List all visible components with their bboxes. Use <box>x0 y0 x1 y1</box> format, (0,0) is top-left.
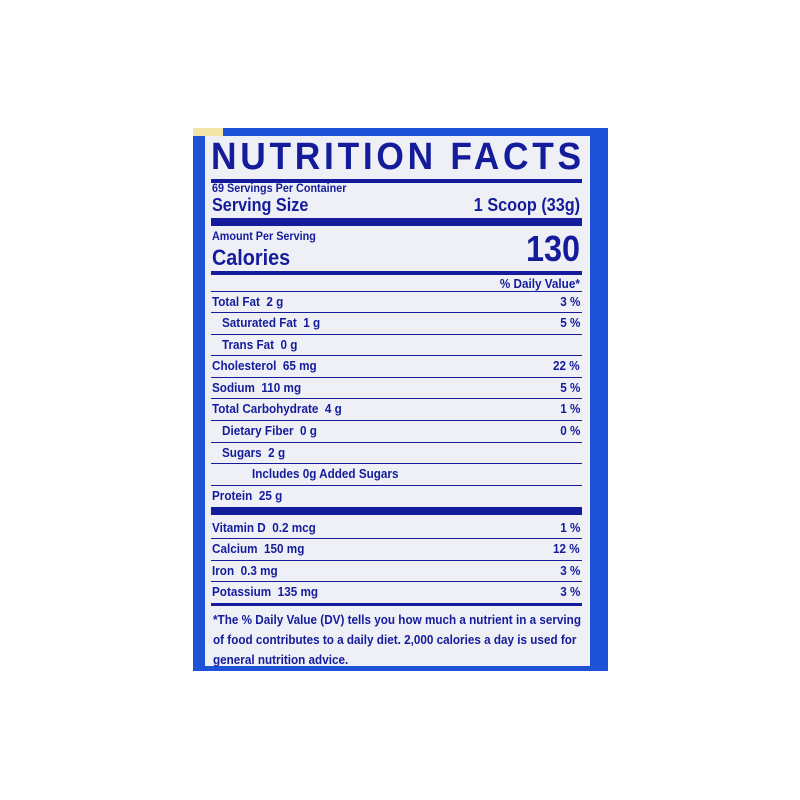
nutrient-daily-value: 1 % <box>559 401 580 416</box>
row-divider <box>211 560 582 561</box>
vitamin-daily-value: 12 % <box>553 541 580 556</box>
package-edge <box>193 128 223 136</box>
nutrient-daily-value: 3 % <box>559 294 580 309</box>
divider <box>211 179 582 183</box>
row-divider <box>211 398 582 399</box>
nutrition-facts-panel: NUTRITION FACTS 69 Servings Per Containe… <box>205 136 590 667</box>
nutrient-daily-value: 5 % <box>559 380 580 395</box>
vitamin-daily-value: 1 % <box>559 520 580 535</box>
vitamin-daily-value: 3 % <box>559 563 580 578</box>
nutrient-amount: 65 mg <box>282 358 317 373</box>
nutrient-name: Dietary Fiber <box>222 423 294 438</box>
nutrient-daily-value: 22 % <box>553 358 580 373</box>
vitamin-name: Iron <box>212 563 235 578</box>
divider <box>211 603 582 606</box>
nutrient-row: Dietary Fiber 0 g <box>222 423 317 438</box>
calories-value: 130 <box>525 228 580 269</box>
divider <box>211 271 582 275</box>
vitamin-daily-value: 3 % <box>559 584 580 599</box>
nutrient-daily-value: 5 % <box>559 315 580 330</box>
calories-label: Calories <box>212 245 291 270</box>
vitamin-row: Vitamin D 0.2 mcg <box>212 520 316 535</box>
nutrient-amount: 110 mg <box>261 380 302 395</box>
vitamin-amount: 0.2 mcg <box>272 520 316 535</box>
nutrient-name: Protein <box>212 488 253 503</box>
nutrient-amount: 25 g <box>258 488 283 503</box>
nutrient-amount: 4 g <box>324 401 342 416</box>
nutrient-row: Total Fat 2 g <box>212 294 283 309</box>
serving-size-label: Serving Size <box>212 195 309 215</box>
servings-per-container: 69 Servings Per Container <box>212 181 347 195</box>
vitamin-amount: 135 mg <box>277 584 319 599</box>
daily-value-header: % Daily Value* <box>499 276 580 291</box>
nutrient-name: Total Fat <box>212 294 260 309</box>
nutrient-amount: 2 g <box>266 294 284 309</box>
vitamin-name: Potassium <box>212 584 272 599</box>
nutrient-name: Sodium <box>212 380 255 395</box>
nutrient-row: Saturated Fat 1 g <box>222 315 320 330</box>
row-divider <box>211 581 582 582</box>
row-divider <box>211 442 582 443</box>
nutrient-row: Cholesterol 65 mg <box>212 358 317 373</box>
nutrient-amount: 0 g <box>300 423 317 438</box>
nutrient-row: Includes 0g Added Sugars <box>252 466 405 481</box>
row-divider <box>211 420 582 421</box>
nutrient-name: Total Carbohydrate <box>212 401 319 416</box>
vitamin-name: Calcium <box>212 541 258 556</box>
vitamin-row: Iron 0.3 mg <box>212 563 278 578</box>
nutrient-name: Sugars <box>222 445 262 460</box>
nutrient-name: Saturated Fat <box>222 315 297 330</box>
vitamin-row: Potassium 135 mg <box>212 584 318 599</box>
vitamin-name: Vitamin D <box>212 520 266 535</box>
footnote: *The % Daily Value (DV) tells you how mu… <box>213 612 581 667</box>
nutrient-row: Protein 25 g <box>212 488 282 503</box>
nutrient-name: Cholesterol <box>212 358 277 373</box>
serving-size-value: 1 Scoop (33g) <box>473 195 580 215</box>
vitamin-row: Calcium 150 mg <box>212 541 304 556</box>
row-divider <box>211 312 582 313</box>
nutrient-row: Sugars 2 g <box>222 445 285 460</box>
vitamin-amount: 0.3 mg <box>240 563 278 578</box>
row-divider <box>211 538 582 539</box>
nutrient-row: Total Carbohydrate 4 g <box>212 401 342 416</box>
title: NUTRITION FACTS <box>211 136 585 178</box>
amount-per-serving: Amount Per Serving <box>212 229 316 243</box>
nutrient-amount: 1 g <box>303 315 321 330</box>
nutrient-daily-value: 0 % <box>559 423 580 438</box>
row-divider <box>211 334 582 335</box>
nutrient-name: Includes 0g Added Sugars <box>252 466 399 481</box>
nutrient-row: Sodium 110 mg <box>212 380 301 395</box>
row-divider <box>211 377 582 378</box>
row-divider <box>211 485 582 486</box>
nutrient-amount: 2 g <box>268 445 286 460</box>
row-divider <box>211 291 582 292</box>
thick-divider <box>211 218 582 226</box>
nutrient-name: Trans Fat <box>222 337 275 352</box>
nutrient-row: Trans Fat 0 g <box>222 337 297 352</box>
row-divider <box>211 463 582 464</box>
row-divider <box>211 355 582 356</box>
nutrient-amount: 0 g <box>280 337 298 352</box>
vitamin-amount: 150 mg <box>264 541 305 556</box>
thick-divider <box>211 507 582 515</box>
